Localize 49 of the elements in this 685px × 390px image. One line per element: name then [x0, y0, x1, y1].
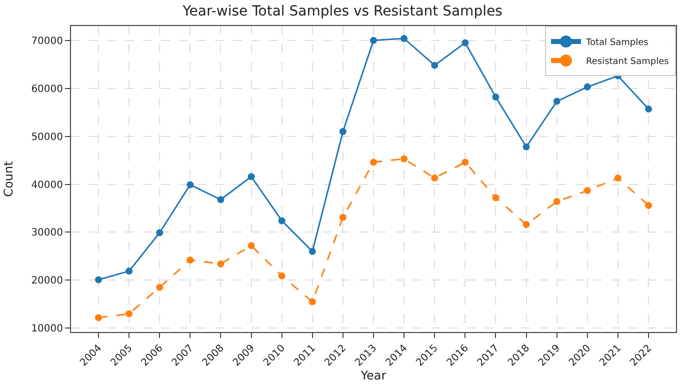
point: [400, 34, 408, 42]
point: [156, 229, 164, 236]
point: [370, 36, 377, 44]
y-tick-label: 70000: [31, 36, 63, 47]
chart-title: Year-wise Total Samples vs Resistant Samples: [182, 4, 502, 20]
point: [584, 83, 591, 90]
x-axis-title: Year: [360, 368, 386, 383]
point: [248, 173, 255, 180]
point: [553, 198, 560, 206]
point: [95, 276, 102, 284]
point: [492, 93, 500, 100]
point: [645, 105, 652, 112]
point: [431, 62, 438, 69]
point: [645, 202, 652, 209]
point: [278, 217, 286, 224]
point: [126, 310, 133, 318]
y-tick-label: 20000: [31, 276, 63, 287]
point: [217, 196, 224, 204]
point: [462, 39, 469, 46]
point: [339, 128, 346, 136]
point: [400, 155, 408, 162]
point: [492, 194, 500, 202]
point: [248, 242, 255, 250]
point: [186, 181, 194, 188]
point: [278, 272, 286, 280]
point: [217, 260, 224, 268]
point: [95, 314, 102, 322]
point: [462, 158, 469, 166]
point: [339, 214, 346, 221]
y-tick-label: 10000: [31, 324, 63, 335]
y-axis-title: Count: [1, 160, 16, 197]
point: [522, 221, 530, 228]
point: [308, 298, 316, 306]
y-tick-label: 50000: [31, 132, 63, 143]
point: [584, 187, 591, 194]
legend-label: Resistant Samples: [586, 57, 670, 68]
point: [126, 268, 133, 275]
y-tick-label: 60000: [31, 84, 63, 95]
point: [186, 256, 194, 264]
point: [522, 143, 530, 150]
point: [370, 158, 377, 166]
point: [431, 174, 438, 182]
point: [308, 248, 316, 255]
point: [553, 98, 560, 105]
point: [614, 174, 622, 182]
y-tick-label: 40000: [31, 180, 63, 191]
point: [156, 284, 164, 291]
y-tick-label: 30000: [31, 228, 63, 239]
legend-label: Total Samples: [585, 38, 649, 48]
